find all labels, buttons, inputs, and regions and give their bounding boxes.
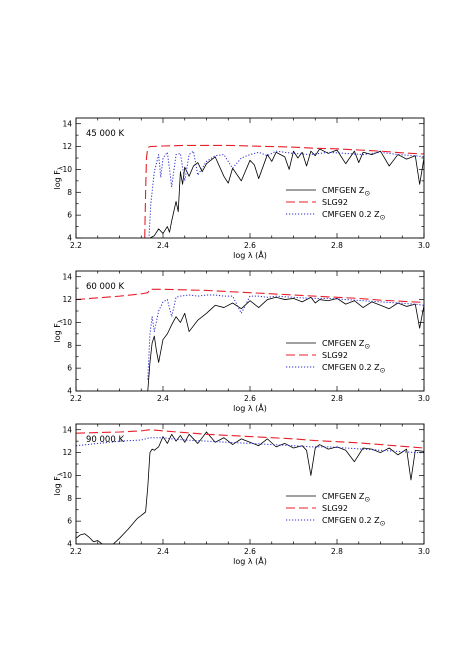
x-tick-label: 2.8 [331,394,343,403]
legend-label: SLG92 [322,351,348,360]
series-line-long-dash [144,144,424,238]
y-axis-title: log Fλ [53,319,65,342]
series-line-long-dash [76,429,424,449]
y-axis-title: log Fλ [53,472,65,495]
x-tick-label: 3.0 [418,547,430,556]
x-tick-label: 2.8 [331,241,343,250]
y-tick-label: 14 [62,119,72,128]
y-tick-label: 10 [62,165,72,174]
y-tick-label: 6 [67,364,72,373]
y-axis-title: log Fλ [53,166,65,189]
x-tick-label: 2.4 [157,547,169,556]
x-tick-label: 2.2 [70,241,82,250]
x-tick-label: 3.0 [418,394,430,403]
legend-label: SLG92 [322,198,348,207]
x-tick-label: 2.6 [244,394,256,403]
x-tick-label: 2.8 [331,547,343,556]
series-line-solid [149,148,424,238]
series-line-dotted [147,294,424,380]
series-line-dotted [76,437,424,454]
series-line-long-dash [76,288,424,303]
x-tick-label: 2.2 [70,394,82,403]
plot-frame [75,117,425,239]
x-tick-label: 2.6 [244,241,256,250]
y-tick-label: 12 [62,142,72,151]
y-tick-label: 8 [67,494,72,503]
y-tick-label: 14 [62,425,72,434]
x-axis-title: log λ (Å) [233,402,267,413]
y-tick-label: 14 [62,272,72,281]
y-tick-label: 6 [67,211,72,220]
legend-label: CMFGEN 0.2 Z⊙ [322,210,386,222]
x-tick-label: 2.6 [244,547,256,556]
panel-90000K: 2.2 2.4 2.6 2.8 3.0 4 6 8 10 12 14 log λ (Å) log Fλ 9… [53,423,430,566]
series-group [76,288,424,391]
legend-label: SLG92 [322,504,348,513]
panel-45000K: 2.2 2.4 2.6 2.8 3.0 4 6 8 10 12 14 log λ (Å) log Fλ 4… [53,117,430,260]
series-group [144,144,424,238]
panel-label: 90 000 K [86,435,124,445]
plot-frame [75,270,425,392]
y-tick-label: 6 [67,517,72,526]
x-tick-label: 2.4 [157,394,169,403]
panel-60000K: 2.2 2.4 2.6 2.8 3.0 4 6 8 10 12 14 log λ (Å) log Fλ 6… [53,270,430,413]
legend-label: CMFGEN Z⊙ [322,339,370,351]
x-tick-label: 2.4 [157,241,169,250]
legend-label: CMFGEN Z⊙ [322,492,370,504]
y-tick-label: 12 [62,448,72,457]
y-tick-label: 8 [67,188,72,197]
panel-label: 45 000 K [86,129,124,139]
y-tick-label: 4 [67,387,72,396]
legend: CMFGEN Z⊙SLG92 CMFGEN 0.2 Z⊙ [286,492,386,528]
legend: CMFGEN Z⊙SLG92 CMFGEN 0.2 Z⊙ [286,339,386,375]
y-tick-label: 4 [67,234,72,243]
series-group [76,429,424,544]
legend-label: CMFGEN Z⊙ [322,186,370,198]
series-line-solid [147,296,424,391]
y-tick-label: 10 [62,318,72,327]
series-line-solid [76,431,424,544]
y-tick-label: 10 [62,471,72,480]
y-tick-label: 12 [62,295,72,304]
series-line-dotted [148,150,424,236]
legend: CMFGEN Z⊙SLG92 CMFGEN 0.2 Z⊙ [286,186,386,222]
y-tick-label: 4 [67,540,72,549]
legend-label: CMFGEN 0.2 Z⊙ [322,516,386,528]
x-tick-label: 3.0 [418,241,430,250]
x-tick-label: 2.2 [70,547,82,556]
x-axis-title: log λ (Å) [233,249,267,260]
y-tick-label: 8 [67,341,72,350]
legend-label: CMFGEN 0.2 Z⊙ [322,363,386,375]
x-axis-title: log λ (Å) [233,555,267,566]
panel-label: 60 000 K [86,282,124,292]
